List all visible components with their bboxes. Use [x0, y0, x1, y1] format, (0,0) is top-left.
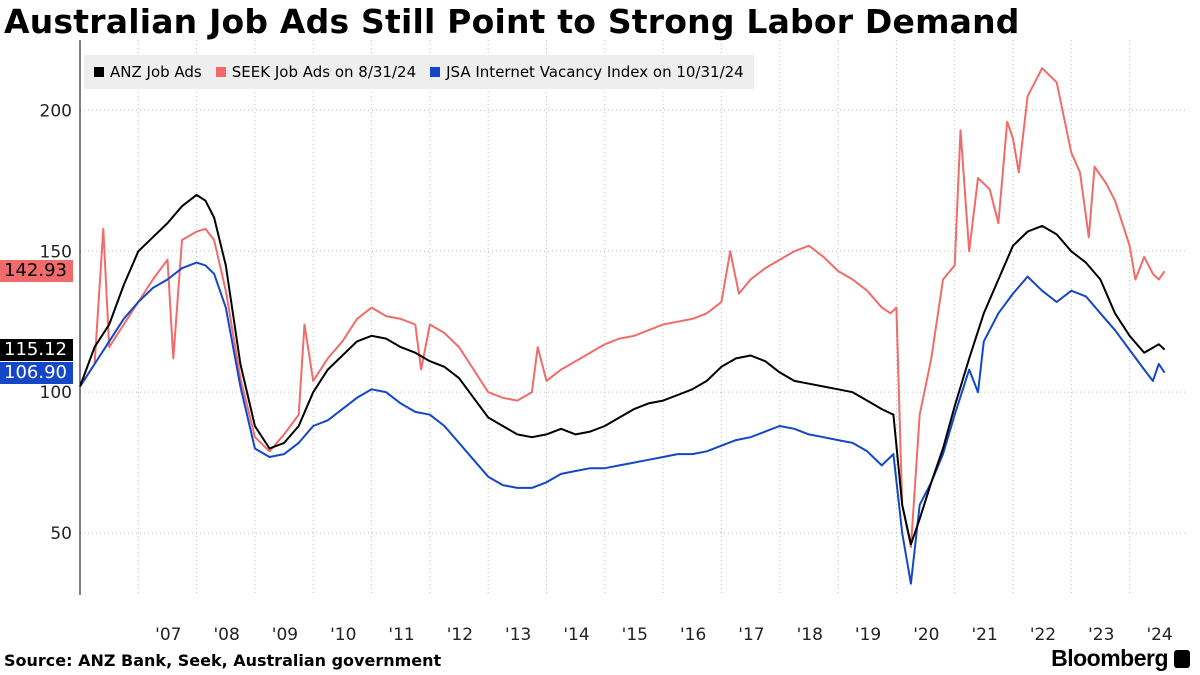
x-tick-label-2015: '15: [622, 625, 648, 645]
x-tick-label-2009: '09: [272, 625, 298, 645]
x-tick-label-2024: '24: [1146, 625, 1172, 645]
ticks-layer: 50 100 150 200 '07 '08 '09 '10 '11 '12 '13 '14 '15 '1…: [40, 101, 1173, 645]
brand-name: Bloomberg: [1051, 645, 1168, 671]
y-tick-label-200: 200: [40, 101, 72, 121]
legend-label-seek: SEEK Job Ads on 8/31/24: [231, 63, 417, 81]
x-tick-label-2016: '16: [680, 625, 706, 645]
x-tick-label-2013: '13: [505, 625, 531, 645]
x-tick-label-2014: '14: [563, 625, 589, 645]
last-value-tag-seek: 142.93: [0, 260, 73, 283]
y-tick-label-150: 150: [40, 242, 72, 262]
x-tick-label-2023: '23: [1088, 625, 1114, 645]
series-layer: [79, 67, 1166, 585]
x-tick-label-2012: '12: [447, 625, 473, 645]
x-tick-label-2010: '10: [330, 625, 356, 645]
legend-item-seek: SEEK Job Ads on 8/31/24: [215, 63, 417, 81]
x-tick-label-2017: '17: [738, 625, 764, 645]
legend-swatch-anz: [94, 67, 104, 77]
legend-item-anz: ANZ Job Ads: [94, 63, 202, 81]
x-tick-label-2018: '18: [797, 625, 823, 645]
series-line-seek: [79, 67, 1166, 549]
x-tick-label-2007: '07: [155, 625, 181, 645]
y-tick-label-50: 50: [50, 524, 72, 544]
series-line-jsa: [79, 261, 1166, 585]
chart-title: Australian Job Ads Still Point to Strong…: [4, 2, 1020, 41]
x-tick-label-2011: '11: [388, 625, 414, 645]
source-note: Source: ANZ Bank, Seek, Australian gover…: [4, 651, 442, 670]
legend-item-jsa: JSA Internet Vacancy Index on 10/31/24: [430, 63, 744, 81]
y-tick-label-100: 100: [40, 383, 72, 403]
x-tick-label-2019: '19: [855, 625, 881, 645]
brand-logo: Bloomberg: [1051, 645, 1190, 672]
x-tick-label-2021: '21: [972, 625, 998, 645]
series-line-anz: [79, 193, 1166, 546]
x-tick-label-2008: '08: [213, 625, 239, 645]
legend-swatch-jsa: [430, 67, 441, 77]
bloomberg-terminal-icon: [1174, 649, 1190, 668]
legend-swatch-seek: [215, 67, 226, 77]
legend: ANZ Job Ads SEEK Job Ads on 8/31/24 JSA …: [84, 55, 754, 89]
legend-label-anz: ANZ Job Ads: [110, 63, 202, 81]
x-tick-label-2020: '20: [913, 625, 939, 645]
grid-layer: [80, 40, 1185, 595]
x-tick-label-2022: '22: [1030, 625, 1056, 645]
last-value-tag-anz: 115.12: [0, 338, 73, 361]
legend-label-jsa: JSA Internet Vacancy Index on 10/31/24: [446, 63, 744, 81]
last-value-tag-jsa: 106.90: [0, 361, 73, 384]
